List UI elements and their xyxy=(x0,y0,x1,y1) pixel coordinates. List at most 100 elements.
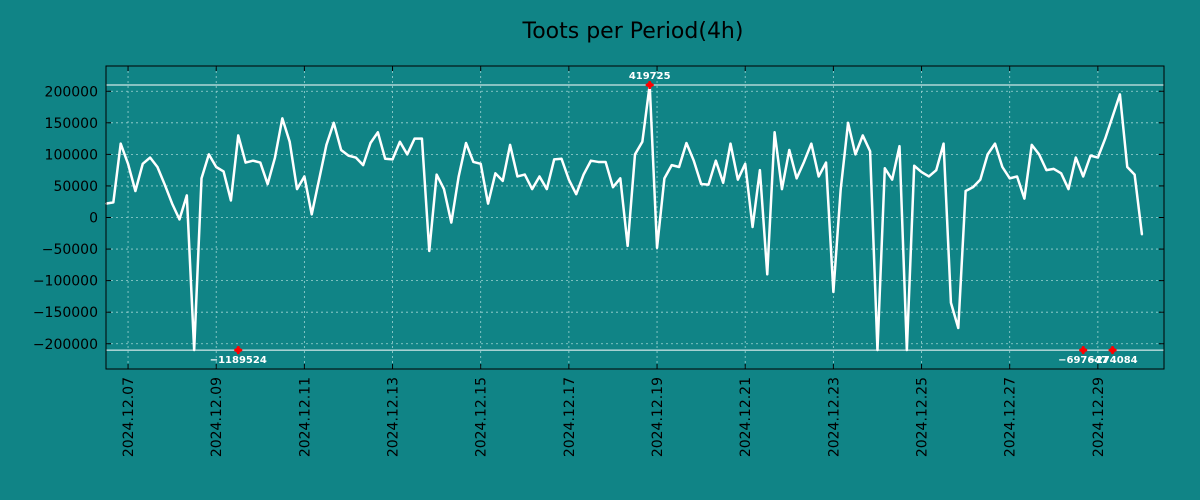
data-point xyxy=(296,188,299,191)
data-point xyxy=(707,183,710,186)
data-point xyxy=(318,178,321,181)
x-tick-label: 2024.12.11 xyxy=(297,377,313,457)
data-point xyxy=(604,160,607,163)
data-point xyxy=(692,159,695,162)
x-tick-label: 2024.12.19 xyxy=(650,377,666,457)
data-point xyxy=(1045,169,1048,172)
data-point xyxy=(1111,115,1114,118)
series-line xyxy=(105,83,1144,352)
data-point xyxy=(442,188,445,191)
data-point xyxy=(222,170,225,173)
data-point xyxy=(1038,153,1041,156)
annotation-label: −1189524 xyxy=(210,355,267,366)
data-point xyxy=(457,175,460,178)
data-point xyxy=(825,161,828,164)
data-point xyxy=(134,189,137,192)
data-point xyxy=(141,162,144,165)
data-point xyxy=(994,142,997,145)
data-point xyxy=(1096,156,1099,159)
data-point xyxy=(861,134,864,137)
data-point xyxy=(362,164,365,167)
data-point xyxy=(531,188,534,191)
data-point xyxy=(876,349,879,352)
data-point xyxy=(898,145,901,148)
data-point xyxy=(626,244,629,247)
data-point xyxy=(751,225,754,228)
data-point xyxy=(1140,233,1143,236)
data-point xyxy=(949,301,952,304)
data-point xyxy=(376,131,379,134)
data-point xyxy=(200,177,203,180)
data-point xyxy=(942,142,945,145)
data-point xyxy=(913,164,916,167)
data-point xyxy=(1030,143,1033,146)
data-point xyxy=(1001,166,1004,168)
data-point xyxy=(641,140,644,143)
y-tick-label: −50000 xyxy=(42,242,98,258)
data-point xyxy=(237,134,240,137)
data-point xyxy=(567,178,570,181)
data-point xyxy=(215,166,218,168)
data-point xyxy=(281,117,284,120)
data-point xyxy=(700,183,703,186)
data-point xyxy=(112,201,115,204)
data-point xyxy=(1104,137,1107,140)
data-point xyxy=(420,137,423,140)
data-point xyxy=(354,156,357,159)
data-point xyxy=(1016,175,1019,178)
data-point xyxy=(266,183,269,186)
data-point xyxy=(582,173,585,176)
data-point xyxy=(854,153,857,156)
data-point xyxy=(332,121,335,124)
data-point xyxy=(472,160,475,163)
data-point xyxy=(193,349,196,352)
data-point xyxy=(171,202,174,205)
x-tick-label: 2024.12.13 xyxy=(386,377,402,457)
data-point xyxy=(428,249,431,252)
data-point xyxy=(384,157,387,160)
data-point xyxy=(523,173,526,176)
data-point xyxy=(744,162,747,165)
x-tick-label: 2024.12.15 xyxy=(474,377,490,457)
plot-area-border xyxy=(105,65,1165,370)
data-point xyxy=(1052,167,1055,170)
data-point xyxy=(229,199,232,202)
data-point xyxy=(310,213,313,216)
data-point xyxy=(465,142,468,145)
data-point xyxy=(413,137,416,140)
data-point xyxy=(729,142,732,145)
data-point xyxy=(149,156,152,159)
data-point xyxy=(780,188,783,191)
x-tick-label: 2024.12.23 xyxy=(826,377,842,457)
data-point xyxy=(1074,156,1077,159)
data-point xyxy=(391,158,394,161)
grid-lines xyxy=(106,66,1164,369)
data-point xyxy=(340,148,343,151)
x-tick-label: 2024.12.17 xyxy=(562,377,578,457)
data-point xyxy=(927,175,930,178)
annotation-label: 419725 xyxy=(629,71,671,82)
data-point xyxy=(957,326,960,329)
data-point xyxy=(1060,172,1063,175)
data-point xyxy=(663,177,666,180)
data-point xyxy=(501,179,504,182)
data-point xyxy=(611,186,614,189)
data-point xyxy=(891,178,894,181)
data-point xyxy=(619,177,622,180)
data-point xyxy=(935,169,938,172)
data-point xyxy=(325,143,328,146)
y-tick-label: 200000 xyxy=(45,84,98,100)
data-point xyxy=(1082,175,1085,178)
data-point xyxy=(714,159,717,162)
x-tick-label: 2024.12.21 xyxy=(738,377,754,457)
data-point xyxy=(516,175,519,178)
data-point xyxy=(773,131,776,134)
data-point xyxy=(802,160,805,163)
y-tick-label: 0 xyxy=(89,211,98,227)
data-point xyxy=(1089,154,1092,157)
x-tick-label: 2024.12.29 xyxy=(1091,377,1107,457)
data-point xyxy=(839,188,842,191)
data-point xyxy=(207,153,210,156)
data-point xyxy=(1133,173,1136,176)
